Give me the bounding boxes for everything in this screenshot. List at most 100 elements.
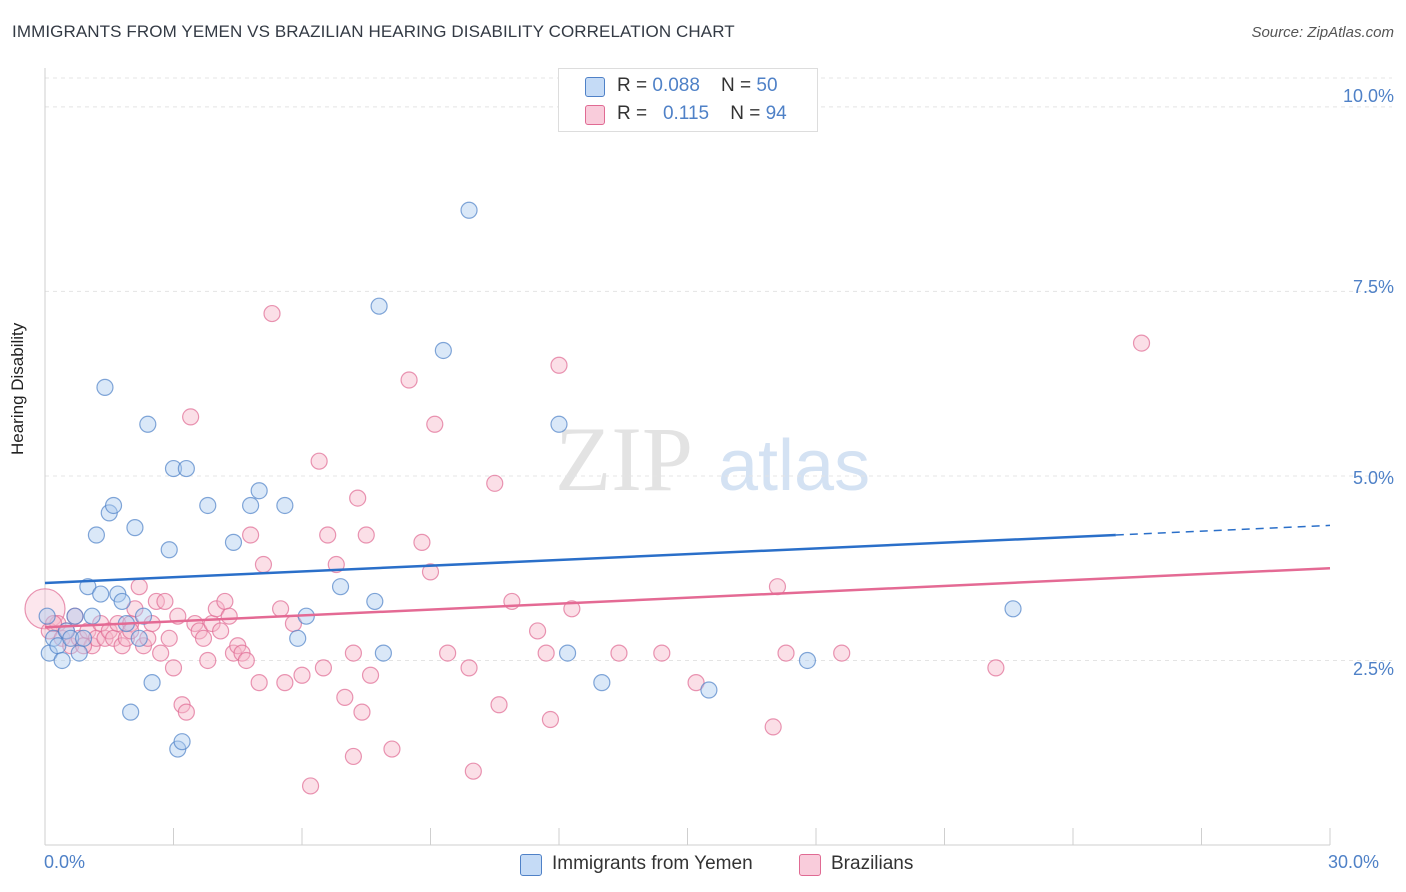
brazilian-point — [1132, 334, 1151, 352]
yemen-point — [92, 585, 110, 603]
y-tick-label: 2.5% — [1352, 659, 1394, 679]
brazilian-point — [421, 563, 440, 581]
brazilian-point — [156, 592, 174, 611]
brazilian-point — [400, 371, 418, 389]
brazilian-point — [250, 674, 268, 692]
brazilian-point — [353, 703, 371, 721]
yemen-point — [122, 703, 140, 721]
brazilian-point — [199, 651, 217, 670]
yemen-point — [104, 496, 123, 515]
yemen-point — [434, 341, 452, 360]
yemen-point — [134, 607, 153, 625]
brazilian-point — [528, 622, 547, 640]
brazilian-point — [764, 718, 782, 736]
brazilian-point — [490, 696, 508, 714]
brazilian-point — [460, 659, 478, 677]
watermark-atlas: atlas — [718, 426, 870, 506]
chart-title: IMMIGRANTS FROM YEMEN VS BRAZILIAN HEARI… — [12, 22, 735, 41]
yemen-point — [53, 651, 71, 670]
yemen-point — [87, 526, 106, 544]
brazilian-point — [271, 600, 290, 618]
brazilian-point — [349, 489, 367, 507]
brazilian-point — [130, 578, 148, 596]
watermark-zip: ZIP — [555, 408, 693, 510]
yemen-point — [177, 459, 195, 478]
yemen-point — [460, 201, 478, 219]
brazilian-point — [344, 644, 362, 662]
yemen-point — [79, 578, 97, 596]
legend-n-label: N = — [721, 75, 757, 96]
yemen-point — [160, 541, 178, 559]
legend-swatch-blue — [585, 77, 605, 97]
yemen-point — [70, 644, 88, 662]
yemen-point — [550, 415, 568, 433]
brazilian-point — [336, 688, 354, 706]
yemen-point — [113, 592, 131, 611]
brazilian-point — [220, 607, 238, 625]
bottom-legend-swatch-blue — [520, 854, 542, 876]
brazilian-point — [164, 659, 183, 677]
bottom-legend-swatch-pink — [799, 854, 821, 876]
brazilian-point — [464, 762, 482, 780]
brazilian-point — [537, 644, 555, 662]
x-tick-label: 30.0% — [1328, 852, 1380, 872]
brazilian-point — [361, 666, 380, 684]
brazilian-point — [216, 592, 234, 611]
brazilian-point — [254, 555, 273, 574]
y-tick-label: 5.0% — [1352, 468, 1394, 488]
brazilian-point — [987, 659, 1005, 677]
yemen-point — [62, 629, 80, 647]
brazilian-point — [301, 777, 320, 795]
legend-n-label: N = — [730, 103, 766, 124]
brazilian-point — [293, 666, 311, 684]
brazilian-point — [486, 474, 504, 492]
yemen-point — [250, 482, 268, 500]
yemen-point — [66, 607, 84, 625]
brazilian-point — [177, 703, 195, 721]
brazilian-point — [426, 415, 444, 433]
brazilian-point — [541, 710, 560, 729]
brazilian-point — [653, 644, 671, 662]
brazilian-point — [357, 526, 375, 544]
brazilian-point — [194, 629, 213, 647]
yemen-point — [96, 378, 114, 396]
yemen-point — [126, 519, 144, 537]
yemen-trend-line — [44, 533, 1116, 585]
yemen-point — [224, 533, 243, 551]
brazilian-point — [237, 651, 255, 670]
legend-swatch-pink — [585, 105, 605, 125]
legend-r-label: R = — [617, 103, 653, 124]
brazilian-point — [182, 408, 200, 426]
brazilian-point — [833, 644, 851, 662]
brazilian-point — [439, 644, 457, 662]
yemen-point — [130, 629, 148, 647]
brazilian-point — [550, 356, 568, 374]
legend-r-label: R = — [617, 75, 653, 96]
source-label: Source: ZipAtlas.com — [1251, 24, 1394, 41]
brazilian-point — [212, 622, 230, 640]
yemen-point — [83, 607, 101, 625]
brazilian-point — [276, 674, 294, 692]
brazilian-point — [160, 629, 178, 647]
brazilian-point — [263, 304, 281, 323]
x-tick-label: 0.0% — [44, 852, 86, 872]
yemen-point — [370, 297, 388, 315]
brazilian-point — [314, 659, 333, 677]
bottom-legend-label: Immigrants from Yemen — [552, 853, 753, 874]
yemen-point — [242, 496, 260, 515]
y-tick-label: 7.5% — [1352, 277, 1394, 297]
yemen-point — [143, 674, 161, 692]
yemen-point — [798, 651, 817, 670]
brazilian-point — [344, 747, 362, 766]
yemen-point — [374, 644, 392, 662]
yemen-point — [199, 496, 217, 515]
brazilian-point — [383, 740, 401, 758]
yemen-point — [289, 629, 307, 647]
yemen-point — [38, 607, 56, 625]
legend-n-value: 94 — [765, 103, 787, 124]
yemen-point — [139, 415, 157, 433]
correlation-legend: R = 0.088 N = 50 R = 0.115 N = 94 — [558, 68, 818, 132]
yemen-point — [558, 644, 577, 662]
yemen-point — [331, 578, 350, 596]
